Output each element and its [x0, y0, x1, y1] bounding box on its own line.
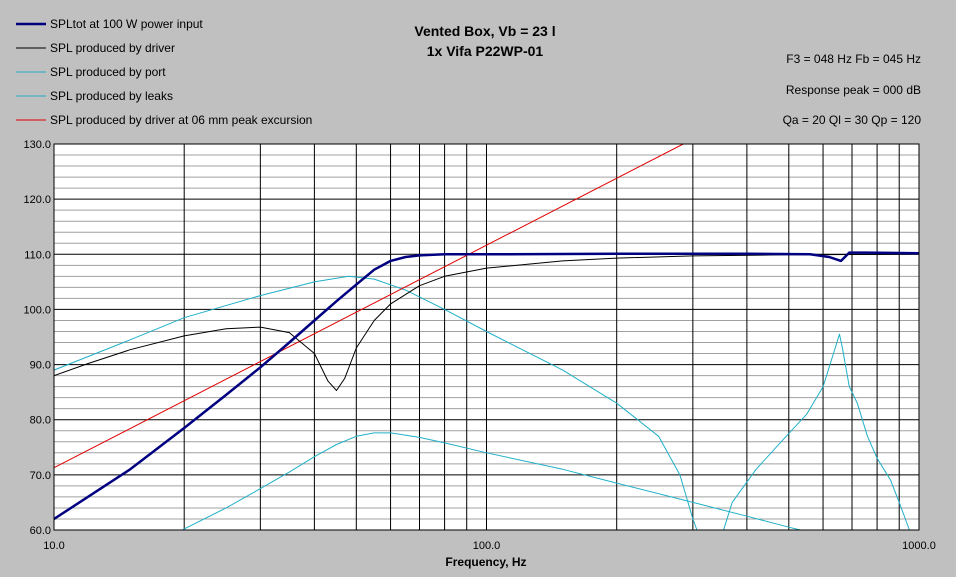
y-tick-label: 60.0: [30, 525, 51, 537]
chart-title: Vented Box, Vb = 23 l: [414, 23, 555, 39]
y-tick-label: 80.0: [30, 415, 51, 427]
y-tick-label: 100.0: [23, 304, 51, 316]
series-line-3: [181, 432, 803, 530]
legend: SPLtot at 100 W power input SPL produced …: [16, 17, 312, 127]
series-line-4: [54, 144, 684, 469]
legend-label: SPL produced by driver: [50, 41, 175, 55]
y-tick-label: 110.0: [24, 249, 51, 261]
y-tick-label: 70.0: [30, 470, 51, 482]
legend-item: SPLtot at 100 W power input: [16, 17, 203, 31]
legend-item: SPL produced by port: [16, 65, 166, 79]
legend-label: SPL produced by port: [50, 65, 166, 79]
x-tick-labels: 10.0 100.0 1000.0: [43, 540, 936, 552]
series-lines: [54, 144, 919, 530]
x-tick-label: 1000.0: [902, 540, 936, 552]
series-line-2: [54, 275, 910, 530]
series-line-0: [54, 251, 919, 521]
legend-label: SPLtot at 100 W power input: [50, 17, 203, 31]
series-line-1: [54, 253, 919, 391]
legend-item: SPL produced by driver at 06 mm peak exc…: [16, 113, 312, 127]
x-tick-label: 10.0: [43, 540, 64, 552]
major-gridlines: [54, 144, 919, 530]
y-tick-labels: 60.0 70.0 80.0 90.0 100.0 110.0 120.0 130.0: [23, 139, 51, 537]
y-tick-label: 120.0: [23, 194, 51, 206]
annotation-q-values: Qa = 20 Ql = 30 Qp = 120: [783, 113, 922, 127]
chart-subtitle: 1x Vifa P22WP-01: [427, 43, 544, 59]
x-tick-label: 100.0: [473, 540, 501, 552]
y-tick-label: 90.0: [30, 360, 51, 372]
legend-item: SPL produced by driver: [16, 41, 175, 55]
x-axis-label: Frequency, Hz: [445, 555, 526, 569]
legend-label: SPL produced by driver at 06 mm peak exc…: [50, 113, 312, 127]
annotation-f3-fb: F3 = 048 Hz Fb = 045 Hz: [786, 52, 921, 66]
legend-item: SPL produced by leaks: [16, 89, 173, 103]
y-tick-label: 130.0: [23, 139, 51, 151]
legend-label: SPL produced by leaks: [50, 89, 173, 103]
plot-border: [53, 143, 920, 531]
annotation-response-peak: Response peak = 000 dB: [786, 83, 921, 97]
